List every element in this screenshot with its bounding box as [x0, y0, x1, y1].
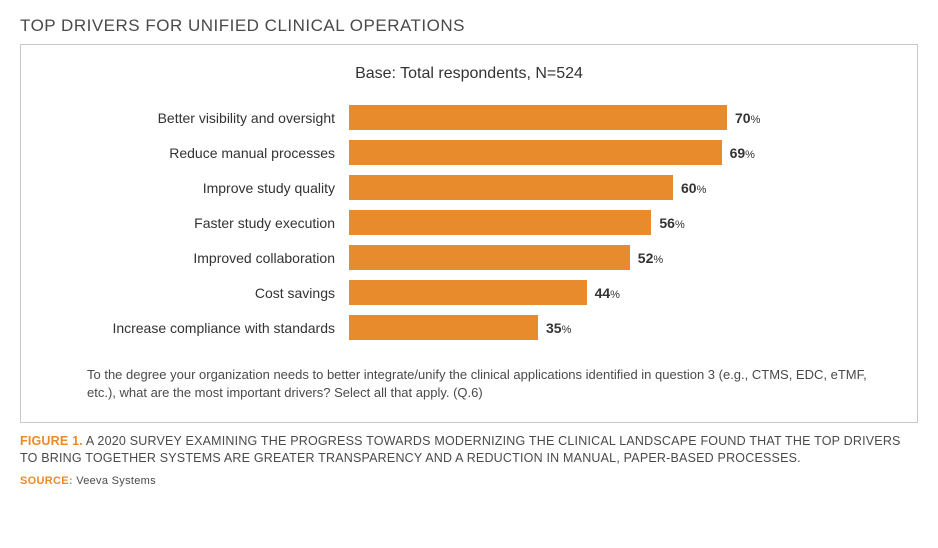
- bar-track: 60%: [349, 175, 889, 200]
- bar-row: Cost savings 44%: [49, 280, 889, 305]
- bar-row: Improved collaboration 52%: [49, 245, 889, 270]
- bar-fill: [349, 315, 538, 340]
- bar-fill: [349, 105, 727, 130]
- bar-label: Improved collaboration: [49, 250, 349, 266]
- bar-track: 44%: [349, 280, 889, 305]
- bar-row: Faster study execution 56%: [49, 210, 889, 235]
- figure-label: FIGURE 1.: [20, 434, 83, 448]
- bar-fill: [349, 245, 630, 270]
- bar-value: 56%: [659, 215, 684, 231]
- caption-text: A 2020 SURVEY EXAMINING THE PROGRESS TOW…: [20, 434, 901, 465]
- chart-container: Base: Total respondents, N=524 Better vi…: [20, 44, 918, 423]
- bar-value: 44%: [595, 285, 620, 301]
- bar-value: 52%: [638, 250, 663, 266]
- bar-value: 69%: [730, 145, 755, 161]
- bar-label: Better visibility and oversight: [49, 110, 349, 126]
- bar-track: 35%: [349, 315, 889, 340]
- source-label: SOURCE:: [20, 475, 73, 487]
- bar-row: Reduce manual processes 69%: [49, 140, 889, 165]
- bar-track: 56%: [349, 210, 889, 235]
- bar-value: 60%: [681, 180, 706, 196]
- bar-value: 70%: [735, 110, 760, 126]
- bar-track: 70%: [349, 105, 889, 130]
- chart-title: TOP DRIVERS FOR UNIFIED CLINICAL OPERATI…: [20, 16, 918, 36]
- bar-fill: [349, 140, 722, 165]
- bar-label: Increase compliance with standards: [49, 320, 349, 336]
- source-value: Veeva Systems: [76, 475, 156, 487]
- source-line: SOURCE: Veeva Systems: [20, 475, 918, 487]
- bar-row: Increase compliance with standards 35%: [49, 315, 889, 340]
- bar-fill: [349, 175, 673, 200]
- bar-track: 69%: [349, 140, 889, 165]
- figure-caption: FIGURE 1. A 2020 SURVEY EXAMINING THE PR…: [20, 433, 918, 467]
- bar-value: 35%: [546, 320, 571, 336]
- bar-label: Cost savings: [49, 285, 349, 301]
- bar-fill: [349, 210, 651, 235]
- bar-track: 52%: [349, 245, 889, 270]
- question-text: To the degree your organization needs to…: [49, 366, 889, 402]
- bar-row: Better visibility and oversight 70%: [49, 105, 889, 130]
- bar-label: Improve study quality: [49, 180, 349, 196]
- bar-row: Improve study quality 60%: [49, 175, 889, 200]
- bar-list: Better visibility and oversight 70% Reduce…: [49, 105, 889, 340]
- bar-label: Faster study execution: [49, 215, 349, 231]
- chart-subtitle: Base: Total respondents, N=524: [49, 65, 889, 83]
- bar-fill: [349, 280, 587, 305]
- bar-label: Reduce manual processes: [49, 145, 349, 161]
